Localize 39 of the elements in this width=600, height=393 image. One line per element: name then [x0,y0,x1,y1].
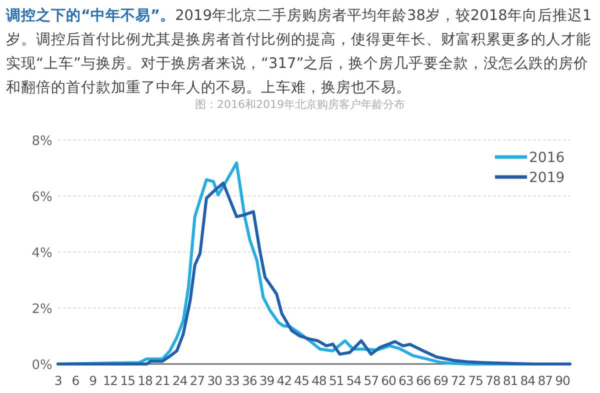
legend-label: 2019 [529,170,565,186]
x-tick-label: 30 [207,373,223,388]
x-tick-label: 54 [346,373,362,388]
y-tick-label: 8% [32,134,52,149]
x-tick-label: 21 [155,373,170,388]
chart-title: 图：2016和2019年北京购房客户年龄分布 [194,97,406,112]
x-tick-label: 18 [138,373,153,388]
x-tick-label: 48 [312,373,327,388]
x-tick-label: 51 [328,373,344,388]
x-tick-label: 90 [555,373,570,388]
legend-label: 2016 [529,150,565,166]
y-tick-label: 6% [32,190,52,205]
x-tick-label: 63 [398,373,414,388]
x-tick-label: 42 [276,373,292,388]
x-tick-label: 87 [538,373,552,388]
y-tick-label: 0% [32,358,52,373]
x-tick-label: 33 [224,373,240,388]
x-tick-label: 60 [381,373,397,388]
x-tick-label: 72 [450,373,466,388]
x-tick-label: 36 [242,373,258,388]
x-tick-label: 66 [416,373,432,388]
x-tick-label: 3 [54,373,62,388]
x-tick-label: 81 [502,373,518,388]
x-tick-label: 39 [259,373,275,388]
x-tick-label: 6 [72,373,80,388]
x-tick-label: 9 [89,373,98,388]
x-tick-label: 57 [364,373,378,388]
x-tick-label: 12 [102,373,118,388]
x-tick-label: 24 [172,373,188,388]
x-tick-label: 45 [294,373,309,388]
x-tick-label: 69 [433,373,449,388]
x-tick-label: 84 [520,373,536,388]
y-tick-label: 4% [32,246,52,261]
text: 调控之下的“中年不易”。2019年北京二手房购房者平均年龄38岁，较2018年向后推迟1岁。调控后首付比例尤其是换房者首付比例的提高，使得更年长、财富积累更多的人才能实现“上车”与换房。对于换房者来说，“317”之后，换个房几乎要全款，没怎么跌的房价和翻倍的首付款加重了中年人的不易。上车难，换房也不易。 [6,8,592,96]
x-tick-label: 75 [468,373,483,388]
x-tick-label: 78 [486,373,501,388]
y-tick-label: 2% [32,302,52,317]
x-tick-label: 27 [190,373,205,388]
x-tick-label: 15 [120,373,135,388]
